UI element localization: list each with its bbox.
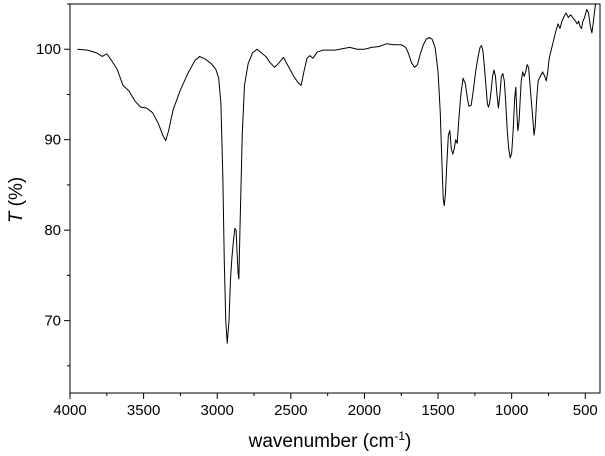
x-tick-label: 4000 xyxy=(53,402,86,419)
x-tick-label: 500 xyxy=(573,402,598,419)
y-tick-label: 80 xyxy=(44,222,61,239)
x-axis-label: wavenumber (cm-1) xyxy=(248,429,412,452)
x-tick-label: 1500 xyxy=(421,402,454,419)
y-axis-ticks: 70 80 90 100 xyxy=(36,3,70,367)
x-tick-label: 1000 xyxy=(495,402,528,419)
y-tick-label: 90 xyxy=(44,132,61,149)
y-axis-label: T (%) xyxy=(6,177,27,223)
plot-frame xyxy=(69,3,601,394)
x-tick-label: 3000 xyxy=(201,402,234,419)
x-tick-label: 2000 xyxy=(348,402,381,419)
y-tick-label: 70 xyxy=(44,313,61,330)
plot-area xyxy=(69,3,601,394)
x-axis-ticks: 4000 3500 3000 2500 2000 1500 1000 500 xyxy=(53,393,598,419)
x-tick-label: 3500 xyxy=(127,402,160,419)
spectrum-line xyxy=(77,3,597,344)
x-tick-label: 2500 xyxy=(274,402,307,419)
y-tick-label: 100 xyxy=(36,41,61,58)
